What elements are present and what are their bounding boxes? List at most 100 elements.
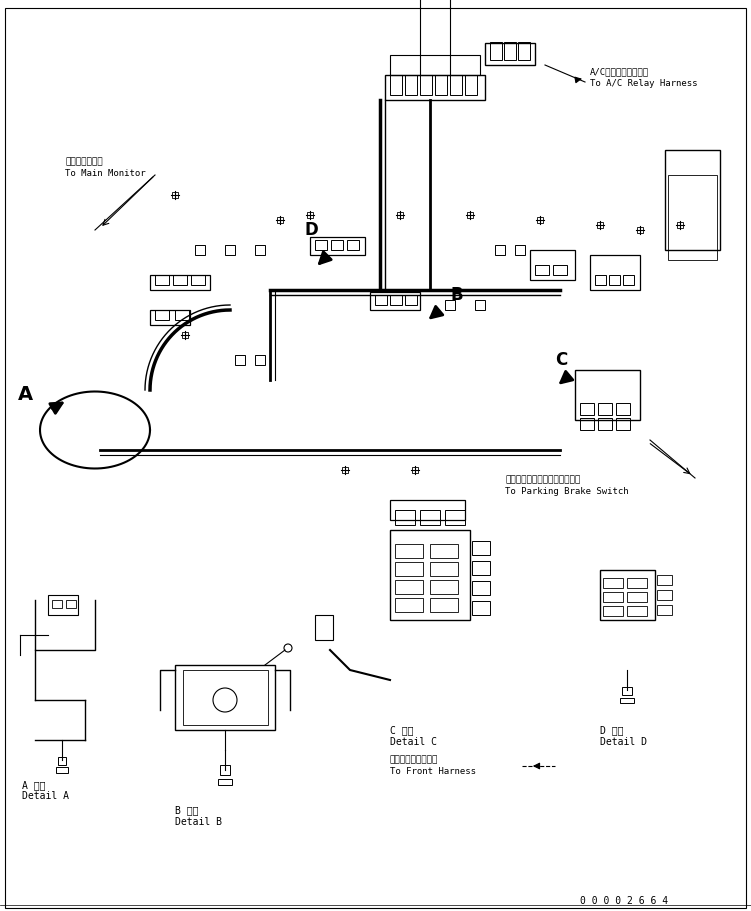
Bar xyxy=(395,562,423,576)
Bar xyxy=(623,275,634,285)
Bar xyxy=(627,592,647,602)
Bar xyxy=(472,601,490,615)
Bar xyxy=(665,150,720,250)
Bar xyxy=(657,590,672,600)
Bar xyxy=(435,75,447,95)
Bar xyxy=(405,75,417,95)
Bar xyxy=(235,355,245,365)
Bar xyxy=(603,592,623,602)
Bar xyxy=(420,75,432,95)
Text: To A/C Relay Harness: To A/C Relay Harness xyxy=(590,79,698,88)
Bar xyxy=(530,250,575,280)
Bar xyxy=(173,275,187,285)
Bar xyxy=(430,562,458,576)
Text: A: A xyxy=(18,385,33,404)
Text: To Parking Brake Switch: To Parking Brake Switch xyxy=(505,487,629,496)
Bar xyxy=(390,500,465,520)
Bar xyxy=(598,403,612,415)
Bar xyxy=(420,510,440,525)
Bar xyxy=(310,237,365,255)
Bar xyxy=(657,575,672,585)
Bar xyxy=(450,75,462,95)
Bar xyxy=(150,275,210,290)
Bar xyxy=(175,310,189,320)
Bar xyxy=(225,245,235,255)
Bar xyxy=(395,544,423,558)
Text: C 詳細: C 詳細 xyxy=(390,725,414,735)
Bar xyxy=(430,580,458,594)
Bar xyxy=(603,606,623,616)
Bar xyxy=(175,665,275,730)
Bar xyxy=(598,418,612,430)
Bar xyxy=(620,698,634,703)
Bar xyxy=(395,510,415,525)
Bar xyxy=(600,570,655,620)
Bar xyxy=(668,175,717,260)
Bar xyxy=(48,595,78,615)
Bar xyxy=(315,615,333,640)
Bar xyxy=(58,757,66,765)
Bar xyxy=(518,42,530,60)
Bar xyxy=(183,670,268,725)
Text: B: B xyxy=(450,286,463,304)
Bar xyxy=(150,310,190,325)
Bar xyxy=(307,212,313,218)
Bar xyxy=(590,255,640,290)
Bar xyxy=(430,544,458,558)
Text: Detail B: Detail B xyxy=(175,817,222,827)
Bar xyxy=(627,578,647,588)
Bar xyxy=(485,43,535,65)
Bar xyxy=(347,240,359,250)
Text: A 詳細: A 詳細 xyxy=(22,780,46,790)
Bar xyxy=(580,403,594,415)
Bar xyxy=(627,606,647,616)
Bar xyxy=(677,222,683,228)
Bar xyxy=(191,275,205,285)
Bar xyxy=(467,212,473,218)
Bar xyxy=(155,310,169,320)
Bar xyxy=(553,265,567,275)
Bar xyxy=(315,240,327,250)
Bar xyxy=(445,510,465,525)
Bar xyxy=(495,245,505,255)
Bar xyxy=(66,600,76,608)
Bar xyxy=(255,245,265,255)
Bar xyxy=(580,418,594,430)
Bar xyxy=(475,300,485,310)
Bar xyxy=(472,581,490,595)
Bar xyxy=(405,295,417,305)
Bar xyxy=(504,42,516,60)
Bar xyxy=(597,222,603,228)
Bar xyxy=(385,75,485,100)
Bar xyxy=(375,295,387,305)
Bar xyxy=(537,217,543,223)
Bar xyxy=(277,217,283,223)
Bar xyxy=(465,75,477,95)
Bar xyxy=(342,467,348,473)
Bar xyxy=(472,541,490,555)
Text: C: C xyxy=(555,351,567,369)
Bar xyxy=(412,467,418,473)
Bar xyxy=(616,403,630,415)
Bar xyxy=(390,75,402,95)
Bar xyxy=(395,598,423,612)
Bar xyxy=(490,42,502,60)
Bar xyxy=(445,300,455,310)
Bar xyxy=(637,227,643,233)
Bar xyxy=(56,767,68,773)
Bar xyxy=(182,332,188,338)
Bar xyxy=(390,55,480,75)
Text: フロントハーネスへ: フロントハーネスへ xyxy=(390,755,439,764)
Bar xyxy=(331,240,343,250)
Bar xyxy=(195,245,205,255)
Bar xyxy=(575,370,640,420)
Text: Detail A: Detail A xyxy=(22,791,69,801)
Bar xyxy=(472,561,490,575)
Text: D: D xyxy=(305,221,318,239)
Text: To Main Monitor: To Main Monitor xyxy=(65,169,146,178)
Text: Detail C: Detail C xyxy=(390,737,437,747)
Bar xyxy=(595,275,606,285)
Text: 0 0 0 0 2 6 6 4: 0 0 0 0 2 6 6 4 xyxy=(580,896,668,906)
Bar xyxy=(155,275,169,285)
Text: パーキングブレーキスイッチへ: パーキングブレーキスイッチへ xyxy=(505,476,581,485)
